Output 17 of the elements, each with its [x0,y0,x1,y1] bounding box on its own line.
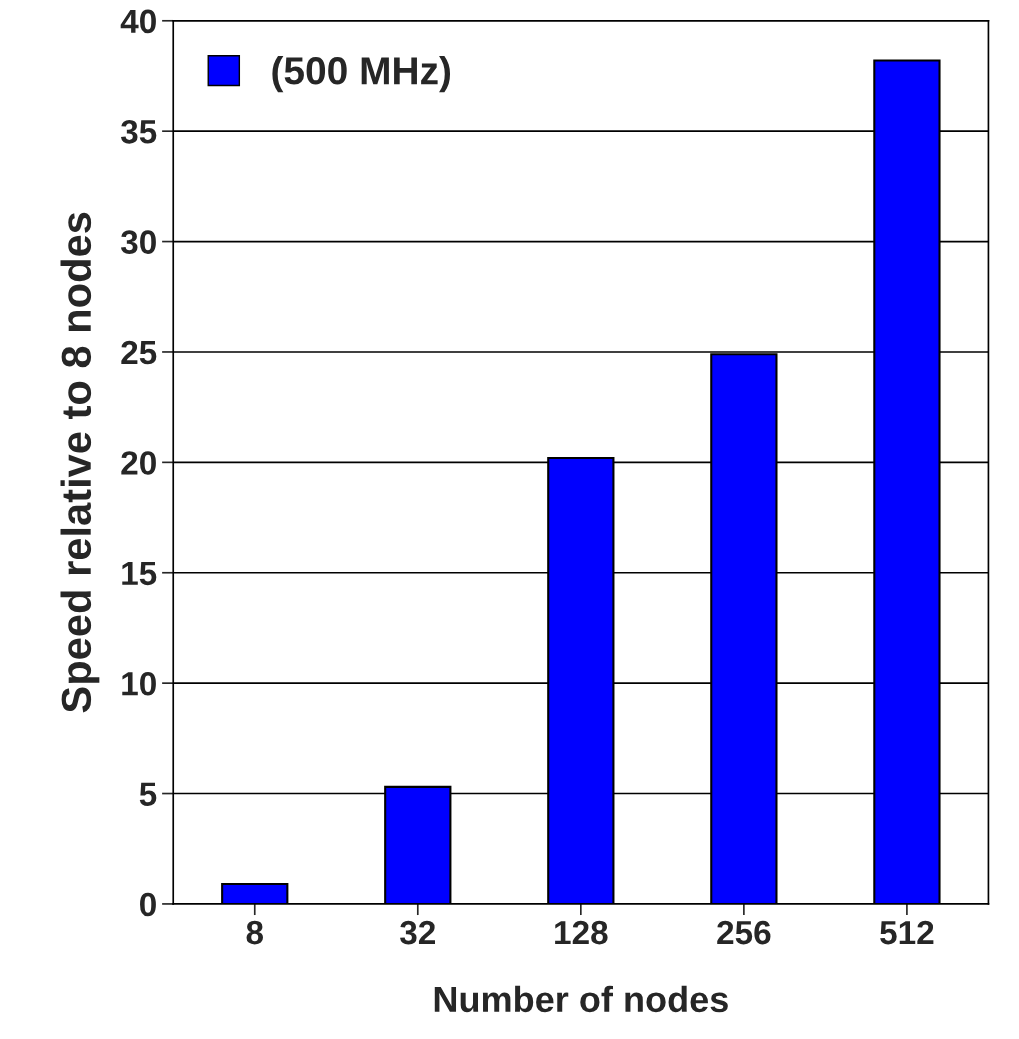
legend-label: (500 MHz) [272,55,451,93]
x-tick-label: 32 [400,920,435,945]
y-tick-label: 20 [121,451,156,475]
y-tick-label: 0 [140,892,156,917]
y-tick-label: 10 [122,671,156,696]
x-tick-label: 128 [555,920,608,945]
y-tick-label: 35 [120,119,157,144]
x-tick-label: 256 [717,920,771,945]
y-axis-title: Speed relative to 8 nodes [60,212,100,713]
y-tick-label: 30 [120,230,156,255]
x-tick-label: 512 [880,920,934,945]
y-tick-label: 5 [139,782,157,806]
y-tick-label: 15 [122,561,157,586]
x-tick-label: 8 [246,920,263,945]
y-tick-label: 25 [121,340,157,365]
x-axis-title: Number of nodes [434,985,728,1013]
y-tick-label: 40 [120,9,156,34]
